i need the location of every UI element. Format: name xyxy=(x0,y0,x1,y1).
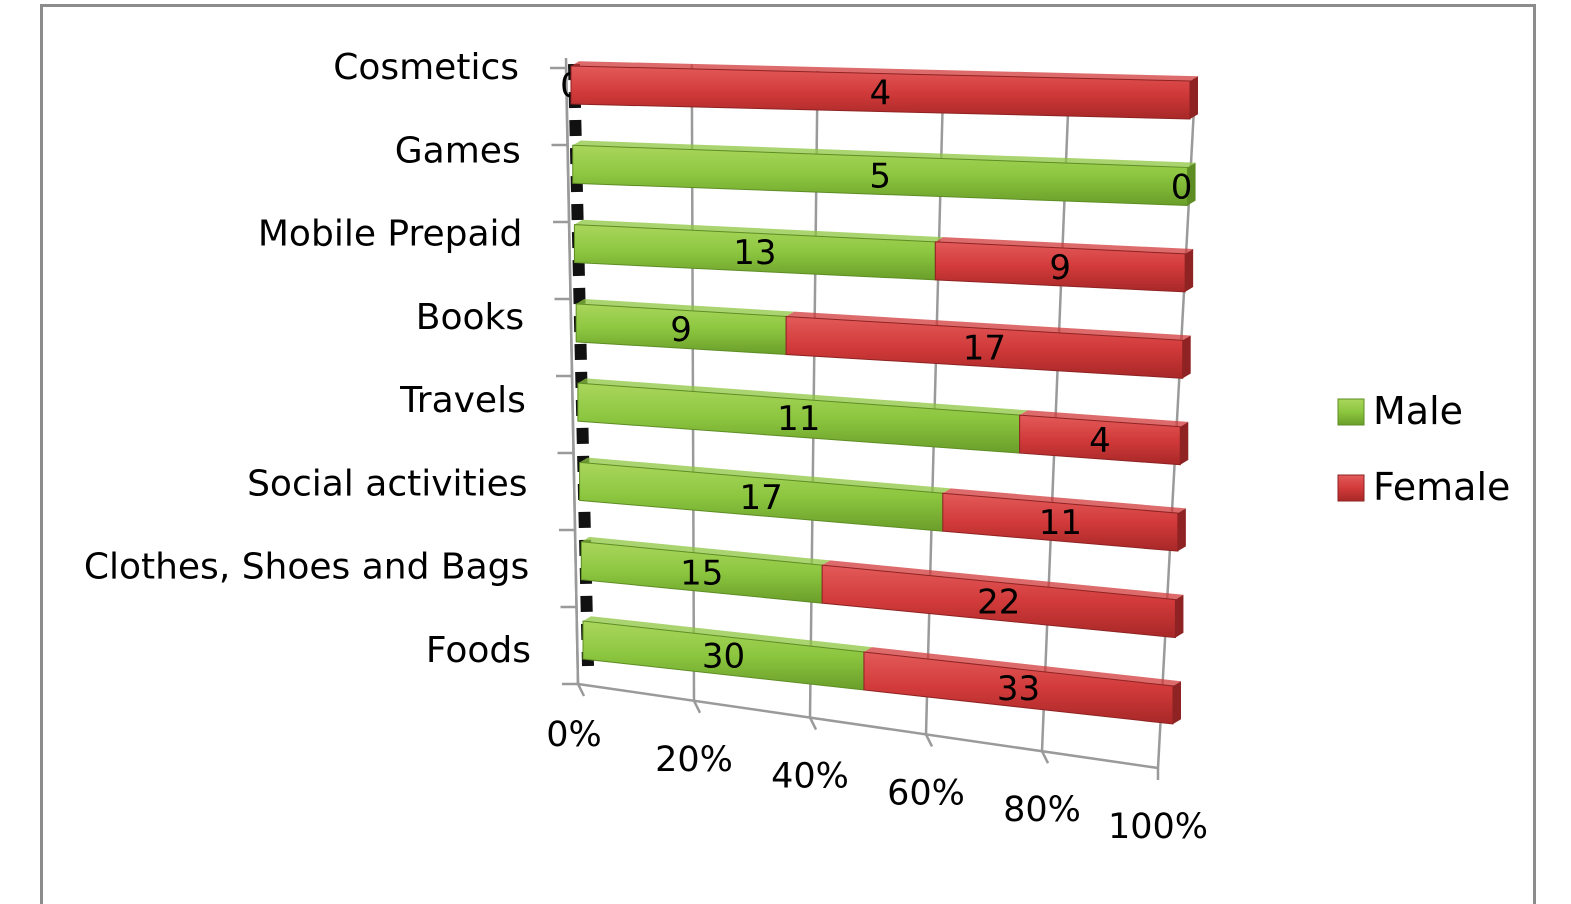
bar-top-female xyxy=(1019,410,1189,427)
bar-end-female xyxy=(1180,421,1189,465)
bar-end-female xyxy=(1173,681,1181,724)
category-label-games: Games xyxy=(395,130,521,171)
category-label-social-activities: Social activities xyxy=(247,463,527,504)
bar-end-female xyxy=(1177,508,1186,552)
category-label-books: Books xyxy=(416,297,524,338)
data-label-female: 22 xyxy=(977,582,1020,622)
bar-top-male xyxy=(576,299,795,317)
category-label-mobile-prepaid: Mobile Prepaid xyxy=(258,214,523,255)
legend-item-female: Female xyxy=(1337,465,1510,509)
data-label-female: 11 xyxy=(1039,503,1082,543)
x-tick-label: 0% xyxy=(546,715,602,755)
x-tick-mark xyxy=(924,733,934,747)
bar-end-female xyxy=(1190,76,1198,119)
bars: 0450139917114171115223033 xyxy=(560,61,1198,725)
data-label-male: 5 xyxy=(869,156,891,196)
x-tick-mark xyxy=(808,717,818,731)
x-tick-label: 20% xyxy=(655,740,733,780)
bar-row-foods: 30 33 xyxy=(582,616,1181,725)
bar-top-male xyxy=(577,378,1028,416)
bar-top-female xyxy=(571,61,1198,81)
bar-top-female xyxy=(863,647,1181,686)
category-label-cosmetics: Cosmetics xyxy=(333,47,519,88)
bar-top-male xyxy=(579,457,951,494)
category-label-clothes-shoes-and-bags: Clothes, Shoes and Bags xyxy=(84,547,529,588)
x-tick-mark xyxy=(692,700,702,714)
bar-end-female xyxy=(1182,335,1191,379)
data-label-male: 9 xyxy=(670,310,692,350)
bar-row-cosmetics: 04 xyxy=(560,61,1198,120)
bar-top-female xyxy=(942,488,1186,514)
legend-swatch xyxy=(1337,474,1365,502)
bar-top-female xyxy=(822,560,1184,600)
data-label-female: 0 xyxy=(1171,167,1193,207)
x-tick-label: 100% xyxy=(1108,807,1208,847)
data-label-male: 11 xyxy=(777,399,820,439)
bar-top-female xyxy=(786,311,1191,341)
x-tick-label: 40% xyxy=(771,757,849,797)
bar-row-books: 9 17 xyxy=(575,299,1191,379)
bar-top-male xyxy=(572,140,1196,168)
legend-item-male: Male xyxy=(1337,389,1463,433)
bar-row-travels: 11 4 xyxy=(577,378,1189,466)
bar-top-male xyxy=(581,536,831,566)
axis-wall xyxy=(550,63,594,686)
x-tick-mark xyxy=(576,683,586,697)
x-tick-label: 60% xyxy=(887,773,965,813)
x-tick-label: 80% xyxy=(1003,790,1081,830)
data-label-female: 4 xyxy=(1089,421,1111,461)
x-tick-labels: 0% 20% 40% 60% 80% 100% xyxy=(546,715,1208,847)
legend-swatch xyxy=(1337,398,1365,426)
bar-row-mobile-prepaid: 13 9 xyxy=(573,219,1194,293)
bar-end-female xyxy=(1175,594,1184,638)
legend-label: Male xyxy=(1373,389,1463,433)
data-label-female: 9 xyxy=(1049,248,1071,288)
bar-top-male xyxy=(574,219,944,242)
legend-label: Female xyxy=(1373,465,1510,509)
data-label-male: 15 xyxy=(680,553,723,593)
category-label-foods: Foods xyxy=(426,630,531,671)
bar-top-female xyxy=(935,237,1194,254)
bar-end-male xyxy=(1187,162,1196,206)
data-label-male: 13 xyxy=(733,233,776,273)
bar-end-female xyxy=(1185,249,1194,292)
data-label-female: 17 xyxy=(963,328,1006,368)
x-axis-line xyxy=(577,682,1159,770)
category-labels: Cosmetics Games Mobile Prepaid Books Travels… xyxy=(84,47,531,671)
data-label-female: 33 xyxy=(997,669,1040,709)
data-label-female: 4 xyxy=(870,74,892,114)
data-label-male: 30 xyxy=(702,636,745,676)
x-tick-mark xyxy=(1040,750,1050,764)
category-label-travels: Travels xyxy=(399,380,526,421)
data-label-male: 17 xyxy=(740,478,783,518)
chart-frame xyxy=(40,4,1536,904)
legend: Male Female xyxy=(1337,389,1510,509)
bar-top-male xyxy=(583,616,872,652)
